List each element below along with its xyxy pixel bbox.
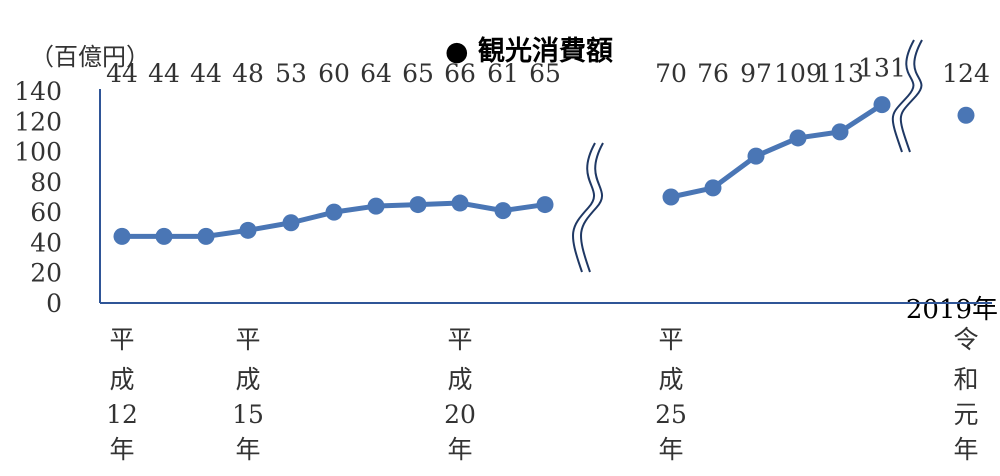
data-point-marker bbox=[873, 96, 891, 114]
data-label: 64 bbox=[360, 59, 392, 88]
data-label: 44 bbox=[190, 59, 222, 88]
x-tick-label-line: 元 bbox=[953, 400, 978, 429]
x-tick-label-line: 年 bbox=[658, 435, 683, 464]
y-tick-label: 60 bbox=[30, 198, 62, 227]
data-label: 61 bbox=[487, 59, 519, 88]
data-label: 44 bbox=[106, 59, 138, 88]
x-tick-label-line: 年 bbox=[235, 435, 260, 464]
y-tick-label: 100 bbox=[14, 138, 62, 167]
x-tick-label-line: 令 bbox=[953, 325, 978, 354]
data-point-marker bbox=[704, 179, 722, 197]
data-point-marker bbox=[325, 203, 343, 221]
x-tick-label-line: 年 bbox=[109, 435, 134, 464]
data-label: 70 bbox=[655, 59, 687, 88]
y-tick-label: 140 bbox=[14, 77, 62, 106]
x-tick-label-line: 和 bbox=[953, 365, 978, 394]
data-point-marker bbox=[662, 188, 680, 206]
x-tick-label-line: 年 bbox=[953, 435, 978, 464]
axis-break-mark bbox=[572, 142, 596, 273]
x-tick-label-line: 25 bbox=[655, 400, 687, 429]
axis-break-mark bbox=[891, 39, 915, 153]
data-point-marker bbox=[536, 196, 554, 214]
data-label: 97 bbox=[740, 59, 772, 88]
y-tick-label: 80 bbox=[30, 168, 62, 197]
x-tick-label-line: 平 bbox=[109, 325, 134, 354]
data-label: 124 bbox=[942, 59, 990, 88]
data-point-marker bbox=[789, 129, 807, 147]
x-tick-label-line: 成 bbox=[109, 365, 134, 394]
data-point-marker bbox=[367, 197, 385, 215]
series-line-segment bbox=[670, 102, 884, 200]
data-label: 65 bbox=[402, 59, 434, 88]
x-tick-label-line: 成 bbox=[658, 365, 683, 394]
y-tick-label: 120 bbox=[14, 107, 62, 136]
data-point-marker bbox=[113, 227, 131, 245]
data-label: 66 bbox=[444, 59, 476, 88]
x-tick-label-line: 平 bbox=[235, 325, 260, 354]
x-tick-label-line: 12 bbox=[106, 400, 138, 429]
data-label: 48 bbox=[232, 59, 264, 88]
x-tick-label-line: 成 bbox=[235, 365, 260, 394]
data-label: 53 bbox=[275, 59, 307, 88]
data-label: 131 bbox=[858, 54, 906, 83]
extra-year-label: 2019年 bbox=[906, 295, 998, 325]
data-point-marker bbox=[239, 221, 257, 239]
axis-break-mark bbox=[899, 39, 923, 153]
chart-title: ● 観光消費額 bbox=[445, 35, 613, 67]
data-point-marker bbox=[494, 202, 512, 220]
data-label: 109 bbox=[774, 59, 822, 88]
x-tick-label-line: 平 bbox=[447, 325, 472, 354]
data-point-marker bbox=[282, 214, 300, 232]
x-tick-label-line: 20 bbox=[444, 400, 476, 429]
data-label: 60 bbox=[318, 59, 350, 88]
x-tick-label-line: 15 bbox=[232, 400, 264, 429]
x-tick-label-line: 成 bbox=[447, 365, 472, 394]
data-point-marker bbox=[409, 196, 427, 214]
data-point-marker bbox=[155, 227, 173, 245]
y-tick-label: 40 bbox=[30, 228, 62, 257]
data-label: 65 bbox=[529, 59, 561, 88]
data-label: 44 bbox=[148, 59, 180, 88]
x-tick-label-line: 年 bbox=[447, 435, 472, 464]
data-label: 76 bbox=[697, 59, 729, 88]
data-point-marker bbox=[747, 147, 765, 165]
data-point-marker bbox=[451, 194, 469, 212]
y-tick-label: 0 bbox=[46, 289, 62, 318]
axis-break-mark bbox=[580, 142, 604, 273]
data-point-marker bbox=[957, 106, 975, 124]
unit-label: （百億円） bbox=[30, 43, 150, 71]
data-point-marker bbox=[197, 227, 215, 245]
data-label: 113 bbox=[816, 59, 864, 88]
data-point-marker bbox=[831, 123, 849, 141]
x-tick-label-line: 平 bbox=[658, 325, 683, 354]
y-tick-label: 20 bbox=[30, 259, 62, 288]
